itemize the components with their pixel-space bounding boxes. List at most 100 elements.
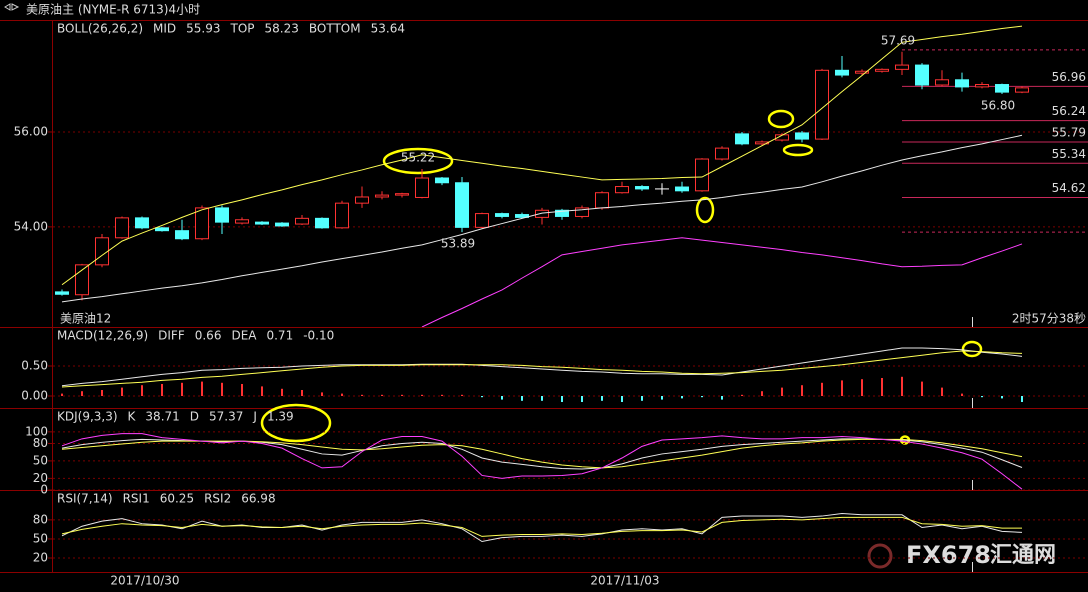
legend-name: BOTTOM — [309, 22, 361, 36]
candle-body — [635, 186, 649, 190]
histogram-bar — [381, 394, 383, 396]
candle-body — [975, 84, 989, 88]
histogram-bar — [621, 396, 623, 402]
histogram-bar — [881, 378, 883, 396]
candle-body — [375, 194, 389, 198]
indicator-label: KDJ(9,3,3) — [57, 410, 118, 424]
candle-body — [615, 186, 629, 194]
level-label: 55.34 — [1052, 147, 1086, 161]
histogram-bar — [1001, 396, 1003, 399]
candle-body — [175, 230, 189, 240]
indicator-label: RSI(7,14) — [57, 492, 113, 506]
candle-body — [215, 207, 229, 223]
window-icon — [4, 3, 20, 11]
panel — [53, 25, 1088, 327]
indicator-line — [421, 237, 1023, 327]
y-tick-label: 54.00 — [14, 219, 48, 233]
histogram-bar — [401, 394, 403, 396]
indicator-line — [61, 438, 1023, 469]
y-tick-label: 80 — [33, 512, 48, 526]
candle-body — [515, 214, 529, 218]
x-tick-label: 2017/10/30 — [110, 574, 179, 588]
candle-body — [195, 207, 209, 240]
histogram-bar — [761, 391, 763, 396]
histogram-bar — [1021, 396, 1023, 402]
panel — [53, 431, 1088, 490]
histogram-bar — [581, 396, 583, 402]
y-tick-label: 80 — [33, 436, 48, 450]
histogram-bar — [501, 396, 503, 400]
candle-body — [675, 186, 689, 192]
histogram-bar — [241, 384, 243, 396]
legend-value: 0.71 — [266, 329, 293, 343]
candle-body — [295, 217, 309, 225]
candle-body — [135, 217, 149, 229]
candle-body — [115, 217, 129, 239]
candle-body — [735, 133, 749, 145]
legend-value: 0.66 — [195, 329, 222, 343]
histogram-bar — [601, 396, 603, 401]
candle-body — [795, 132, 809, 140]
indicator-line — [61, 433, 1023, 490]
histogram-bar — [901, 376, 903, 396]
x-tick-label: 2017/11/03 — [590, 574, 659, 588]
level-label: 56.24 — [1052, 104, 1086, 118]
histogram-bar — [341, 393, 343, 396]
histogram-bar — [141, 385, 143, 396]
histogram-bar — [201, 381, 203, 396]
histogram-bar — [521, 396, 523, 401]
indicator-line — [61, 350, 1023, 388]
histogram-bar — [821, 382, 823, 396]
price-annotation: 53.89 — [441, 237, 475, 251]
histogram-bar — [801, 385, 803, 396]
legend-name: J — [252, 410, 257, 424]
candle-body — [475, 213, 489, 228]
candle-body — [395, 193, 409, 196]
histogram-bar — [961, 393, 963, 396]
y-tick-label: 0.50 — [21, 359, 48, 373]
price-annotation: 55.22 — [401, 150, 435, 164]
indicator-line — [61, 516, 1023, 537]
candle-body — [415, 177, 429, 198]
histogram-bar — [641, 396, 643, 401]
histogram-bar — [681, 396, 683, 399]
indicator-line — [61, 347, 1023, 387]
candle-body — [935, 79, 949, 86]
histogram-bar — [421, 394, 423, 396]
indicator-label: BOLL(26,26,2) — [57, 22, 143, 36]
candle-body — [95, 237, 109, 266]
y-tick-label: 0.00 — [21, 389, 48, 403]
histogram-bar — [101, 390, 103, 396]
histogram-bar — [541, 396, 543, 401]
legend-value: 1.39 — [267, 410, 294, 424]
window-title: 美原油主 (NYME-R 6713)4小时 — [26, 3, 200, 17]
legend-value: -0.10 — [303, 329, 334, 343]
y-tick-label: 50 — [33, 453, 48, 467]
histogram-bar — [781, 387, 783, 396]
histogram-bar — [921, 381, 923, 396]
countdown: 2时57分38秒 — [1012, 312, 1086, 326]
candle-body — [995, 84, 1009, 93]
candle-body — [695, 158, 709, 192]
histogram-bar — [741, 394, 743, 396]
y-tick-label: 20 — [33, 551, 48, 565]
indicator-line — [61, 25, 1023, 286]
watermark-brand: FX678 — [906, 541, 991, 569]
panel-frames — [0, 20, 1088, 573]
histogram-bar — [441, 394, 443, 396]
candle-body — [915, 64, 929, 86]
histogram-bar — [481, 396, 483, 398]
candle-body — [535, 209, 549, 218]
candle-body — [715, 147, 729, 160]
histogram-bar — [261, 386, 263, 396]
y-tick-label: 56.00 — [14, 124, 48, 138]
candle-body — [315, 217, 329, 229]
histogram-bar — [81, 391, 83, 396]
histogram-bar — [701, 396, 703, 398]
candle-body — [435, 177, 449, 184]
legend-value: 55.93 — [186, 22, 220, 36]
legend-name: DIFF — [158, 329, 185, 343]
candle-body — [155, 227, 169, 232]
legend-value: 57.37 — [209, 410, 243, 424]
